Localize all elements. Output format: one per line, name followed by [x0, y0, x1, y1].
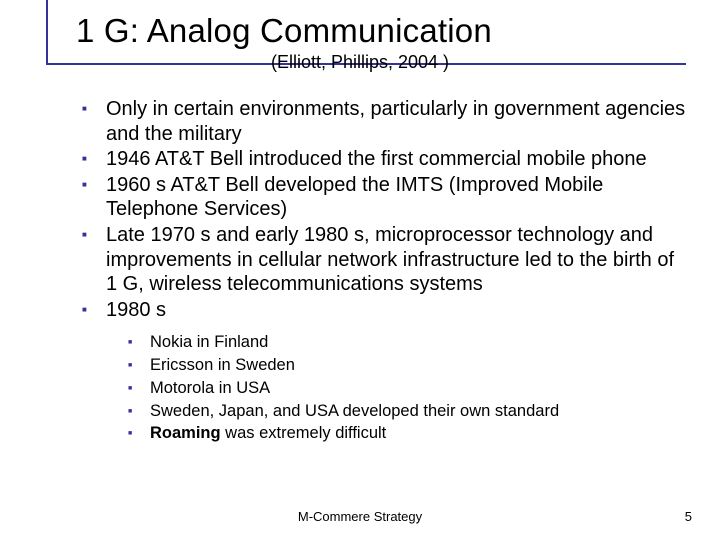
page-number: 5 — [685, 509, 692, 524]
sub-bullet-rest: was extremely difficult — [221, 424, 387, 442]
sub-bullet-list: Nokia in Finland Ericsson in Sweden Moto… — [64, 332, 686, 445]
slide-subtitle: (Elliott, Phillips, 2004 ) — [34, 52, 686, 73]
sub-bullet-item: Motorola in USA — [128, 378, 686, 400]
bullet-item: 1960 s AT&T Bell developed the IMTS (Imp… — [82, 173, 686, 222]
bullet-item: Late 1970 s and early 1980 s, microproce… — [82, 223, 686, 297]
sub-bullet-item: Sweden, Japan, and USA developed their o… — [128, 401, 686, 423]
slide-title: 1 G: Analog Communication — [64, 12, 686, 50]
slide-body: Only in certain environments, particular… — [64, 97, 686, 445]
sub-bullet-item: Nokia in Finland — [128, 332, 686, 354]
bullet-item: 1946 AT&T Bell introduced the first comm… — [82, 147, 686, 172]
sub-bullet-item: Ericsson in Sweden — [128, 355, 686, 377]
bullet-list: Only in certain environments, particular… — [64, 97, 686, 322]
bold-word: Roaming — [150, 424, 221, 442]
sub-bullet-item: Roaming was extremely difficult — [128, 423, 686, 445]
footer-text: M-Commere Strategy — [0, 509, 720, 524]
bullet-item: 1980 s — [82, 298, 686, 323]
title-block: 1 G: Analog Communication (Elliott, Phil… — [64, 12, 686, 73]
bullet-item: Only in certain environments, particular… — [82, 97, 686, 146]
slide: 1 G: Analog Communication (Elliott, Phil… — [0, 0, 720, 540]
